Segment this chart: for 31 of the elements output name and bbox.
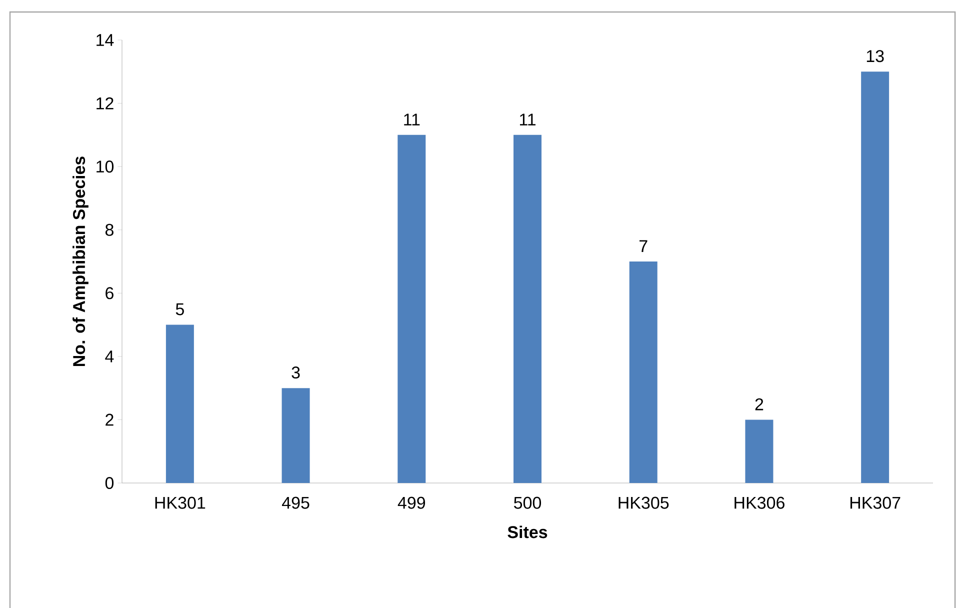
- bar: [282, 388, 310, 484]
- data-label: 2: [755, 398, 764, 410]
- y-tick-label: 0: [105, 476, 114, 490]
- y-tick-label: 2: [106, 414, 114, 426]
- y-tick-label: 10: [96, 160, 114, 173]
- bar: [166, 324, 194, 484]
- x-axis-title: Sites: [508, 526, 548, 538]
- x-tick-label: HK301: [155, 496, 206, 509]
- x-tick-label: 499: [398, 496, 426, 509]
- y-tick-label: 8: [105, 224, 114, 236]
- y-tick-label: 6: [106, 287, 114, 300]
- bar: [514, 134, 542, 484]
- bar: [398, 134, 426, 484]
- x-tick-label: 500: [514, 496, 542, 509]
- bar: [745, 420, 774, 484]
- y-tick-label: 12: [96, 97, 114, 110]
- bar: [629, 262, 658, 484]
- x-tick-label: 495: [282, 496, 310, 509]
- x-tick-label: HK306: [734, 496, 784, 509]
- y-tick-label: 14: [96, 34, 114, 46]
- data-label: 13: [866, 50, 884, 62]
- data-label: 3: [292, 366, 300, 379]
- data-label: 5: [176, 303, 184, 316]
- y-axis-title: No. of Amphibian Species: [72, 156, 88, 366]
- data-label: 7: [640, 240, 648, 252]
- data-label: 11: [520, 114, 536, 126]
- y-tick-label: 4: [105, 350, 114, 362]
- bar: [861, 72, 890, 484]
- x-tick-label: HK307: [850, 496, 900, 509]
- data-label: 11: [404, 114, 420, 126]
- x-tick-label: HK305: [618, 496, 669, 509]
